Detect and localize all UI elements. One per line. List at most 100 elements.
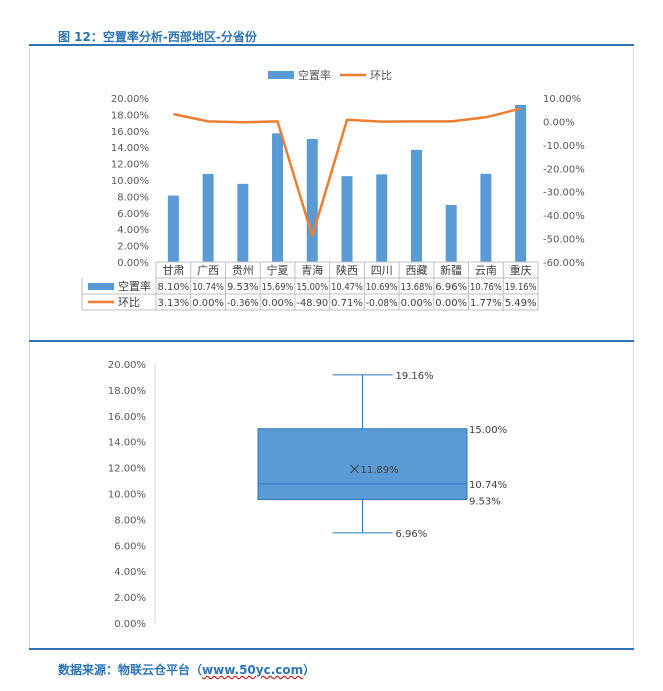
table-value-vacancy: 15.00% <box>296 282 328 293</box>
frame-left-line <box>29 48 30 648</box>
table-category-label: 宁夏 <box>267 263 289 277</box>
right-axis-tick-label: -20.00% <box>543 164 585 175</box>
table-value-mom: 0.00% <box>192 298 224 309</box>
box-y-tick-label: 0.00% <box>114 619 146 630</box>
box-y-tick-label: 12.00% <box>108 464 146 475</box>
mean-marker <box>350 464 359 474</box>
table-value-mom: 0.00% <box>435 298 467 309</box>
left-axis-tick-label: 4.00% <box>117 225 149 236</box>
table-category-label: 新疆 <box>440 263 462 277</box>
box-y-tick-label: 18.00% <box>108 386 146 397</box>
right-axis-tick-label: 10.00% <box>543 94 581 105</box>
table-value-mom: 0.00% <box>401 298 433 309</box>
table-value-mom: 0.71% <box>331 298 363 309</box>
source-link[interactable]: www.50yc.com <box>202 663 304 677</box>
right-axis-tick-label: -30.00% <box>543 188 585 199</box>
iqr-box <box>257 428 468 501</box>
table-value-vacancy: 6.96% <box>435 282 467 293</box>
legend-swatch-vacancy <box>268 71 294 79</box>
median-label: 10.74% <box>469 480 507 491</box>
bar-云南 <box>480 173 492 262</box>
right-axis-tick-label: -50.00% <box>543 235 585 246</box>
table-value-mom: -0.36% <box>227 298 259 309</box>
bar-广西 <box>202 173 214 262</box>
left-axis-tick-label: 8.00% <box>117 192 149 203</box>
box-y-tick-label: 10.00% <box>108 490 146 501</box>
q3-label: 15.00% <box>469 425 507 436</box>
legend-label-vacancy: 空置率 <box>298 68 331 82</box>
table-value-mom: 1.77% <box>470 298 502 309</box>
table-value-mom: 0.00% <box>262 298 294 309</box>
bar-陕西 <box>341 176 353 262</box>
table-value-vacancy: 19.16% <box>505 282 537 293</box>
min-label: 6.96% <box>396 529 428 540</box>
table-value-vacancy: 10.47% <box>331 282 363 293</box>
left-axis-tick-label: 14.00% <box>111 143 149 154</box>
bar-重庆 <box>515 104 527 262</box>
table-value-vacancy: 13.68% <box>401 282 433 293</box>
bar-四川 <box>376 174 388 262</box>
table-category-label: 云南 <box>475 264 497 277</box>
table-row-header-vacancy: 空置率 <box>118 279 151 293</box>
table-value-mom: 3.13% <box>158 298 190 309</box>
box-y-tick-label: 6.00% <box>114 541 146 552</box>
right-axis-tick-label: -60.00% <box>543 258 585 269</box>
box-y-tick-label: 8.00% <box>114 515 146 526</box>
table-value-vacancy: 10.69% <box>366 282 398 293</box>
table-value-mom: -48.90 <box>296 298 328 309</box>
table-category-label: 重庆 <box>510 263 532 277</box>
table-value-vacancy: 8.10% <box>158 282 190 293</box>
bar-贵州 <box>237 183 249 262</box>
box-y-tick-label: 4.00% <box>114 567 146 578</box>
left-axis-tick-label: 20.00% <box>111 94 149 105</box>
mom-line <box>173 107 521 238</box>
max-label: 19.16% <box>396 371 434 382</box>
table-value-vacancy: 10.74% <box>192 282 224 293</box>
left-axis-tick-label: 2.00% <box>117 242 149 253</box>
left-axis-tick-label: 18.00% <box>111 110 149 121</box>
mean-label: 11.89% <box>361 465 399 476</box>
table-category-label: 贵州 <box>232 264 254 277</box>
left-axis-tick-label: 12.00% <box>111 160 149 171</box>
figure-title: 图 12：空置率分析-西部地区-分省份 <box>58 30 257 44</box>
legend-label-mom: 环比 <box>370 69 392 82</box>
combo-chart: 空置率 环比 0.00% 2.00% 4.00% 6.00% 8.00% 10.00% 12.0… <box>81 68 585 311</box>
box-y-tick-label: 14.00% <box>108 438 146 449</box>
middle-rule <box>29 340 634 342</box>
right-axis-tick-label: -10.00% <box>543 141 585 152</box>
source-suffix: ） <box>303 663 316 677</box>
right-axis-tick-label: -40.00% <box>543 211 585 222</box>
table-value-vacancy: 10.76% <box>470 282 502 293</box>
frame-right-line <box>633 48 634 648</box>
table-category-label: 西藏 <box>405 264 427 277</box>
left-axis-tick-label: 10.00% <box>111 176 149 187</box>
box-y-tick-label: 16.00% <box>108 412 146 423</box>
bar-甘肃 <box>167 195 179 262</box>
right-axis-tick-label: 0.00% <box>543 117 575 128</box>
bottom-rule <box>29 648 634 650</box>
source-note: 数据来源：物联云仓平台（www.50yc.com） <box>58 661 315 678</box>
table-category-label: 四川 <box>371 264 393 277</box>
table-value-vacancy: 9.53% <box>227 282 259 293</box>
source-prefix: 数据来源：物联云仓平台（ <box>58 663 203 677</box>
table-category-label: 青海 <box>301 263 323 277</box>
bar-西藏 <box>410 149 422 262</box>
bar-青海 <box>306 139 318 262</box>
box-y-tick-label: 20.00% <box>108 360 146 371</box>
left-axis-tick-label: 16.00% <box>111 127 149 138</box>
table-value-mom: -0.08% <box>366 298 398 309</box>
q1-label: 9.53% <box>469 497 501 508</box>
top-rule <box>29 44 634 46</box>
table-key-vacancy <box>88 283 114 290</box>
table-category-label: 广西 <box>197 264 219 277</box>
legend: 空置率 环比 <box>268 68 392 82</box>
bar-新疆 <box>445 204 457 262</box>
bar-宁夏 <box>272 133 284 262</box>
left-axis-tick-label: 6.00% <box>117 209 149 220</box>
table-category-label: 陕西 <box>336 263 358 277</box>
box-plot: 0.00% 2.00% 4.00% 6.00% 8.00% 10.00% 12.00% 14.… <box>108 360 507 630</box>
box-y-tick-label: 2.00% <box>114 593 146 604</box>
table-category-label: 甘肃 <box>162 264 184 277</box>
left-axis-tick-label: 0.00% <box>117 258 149 269</box>
table-value-vacancy: 15.69% <box>262 282 294 293</box>
